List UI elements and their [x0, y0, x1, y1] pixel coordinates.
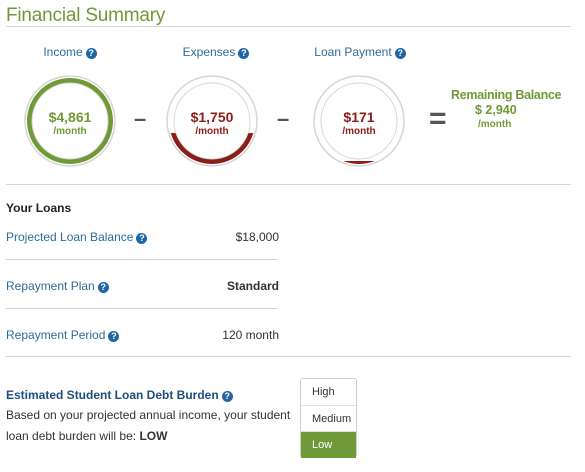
- income-period: /month: [53, 126, 87, 137]
- repayment-period-value: 120 month: [222, 328, 279, 342]
- loan-balance-label: Projected Loan Balance?: [6, 230, 148, 244]
- level-divider: [301, 431, 356, 432]
- loan-payment-amount: $171: [343, 109, 375, 125]
- gauge-inner-ring: [320, 82, 398, 160]
- row-divider: [6, 308, 278, 309]
- expenses-amount: $1,750: [190, 109, 234, 125]
- level-medium: Medium: [312, 413, 352, 425]
- gauge-inner-ring: [173, 82, 251, 160]
- help-icon[interactable]: ?: [136, 233, 148, 244]
- income-amount: $4,861: [48, 109, 92, 125]
- gauge-inner-ring: [31, 82, 109, 160]
- minus-operator: –: [134, 106, 147, 131]
- income-ring: [24, 75, 116, 167]
- expenses-period: /month: [195, 126, 229, 137]
- row-divider: [6, 259, 278, 260]
- help-icon[interactable]: ?: [85, 48, 97, 59]
- expenses-ring: [166, 75, 258, 167]
- income-gauge: $4,861 /month: [22, 73, 118, 169]
- level-divider: [301, 405, 356, 406]
- summary-divider: [6, 184, 571, 185]
- loan-payment-period: /month: [342, 126, 376, 137]
- repayment-plan-label: Repayment Plan?: [6, 279, 109, 293]
- gauge-fill: [316, 160, 402, 164]
- repayment-plan-value: Standard: [226, 279, 279, 293]
- help-icon[interactable]: ?: [238, 48, 250, 59]
- expenses-gauge: $1,750 /month: [164, 73, 260, 169]
- level-high: High: [312, 386, 335, 398]
- income-label: Income?: [15, 45, 125, 59]
- repayment-period-label: Repayment Period?: [6, 328, 120, 342]
- help-icon[interactable]: ?: [97, 282, 109, 293]
- remaining-balance-amount: $ 2,940: [475, 103, 517, 117]
- loan-payment-label: Loan Payment?: [305, 45, 415, 59]
- loan-balance-value: $18,000: [235, 230, 279, 244]
- help-icon[interactable]: ?: [221, 391, 233, 402]
- loan-payment-gauge: $171 /month: [311, 73, 407, 169]
- level-low: Low: [301, 432, 356, 458]
- loan-payment-ring: [313, 75, 405, 167]
- debt-burden-scale: High Medium Low: [300, 378, 357, 458]
- equals-operator: =: [429, 102, 447, 135]
- debt-burden-result: LOW: [139, 429, 168, 443]
- expenses-label: Expenses?: [161, 45, 271, 59]
- debt-burden-heading: Estimated Student Loan Debt Burden?: [6, 388, 233, 402]
- minus-operator: –: [277, 106, 290, 131]
- your-loans-heading: Your Loans: [6, 201, 72, 215]
- remaining-balance-period: /month: [478, 119, 512, 130]
- help-icon[interactable]: ?: [108, 331, 120, 342]
- debt-burden-description: Based on your projected annual income, y…: [6, 408, 291, 443]
- title-divider: [6, 26, 571, 27]
- page-title: Financial Summary: [6, 5, 166, 26]
- loans-divider: [6, 356, 571, 357]
- help-icon[interactable]: ?: [394, 48, 406, 59]
- remaining-balance-title: Remaining Balance: [451, 88, 562, 102]
